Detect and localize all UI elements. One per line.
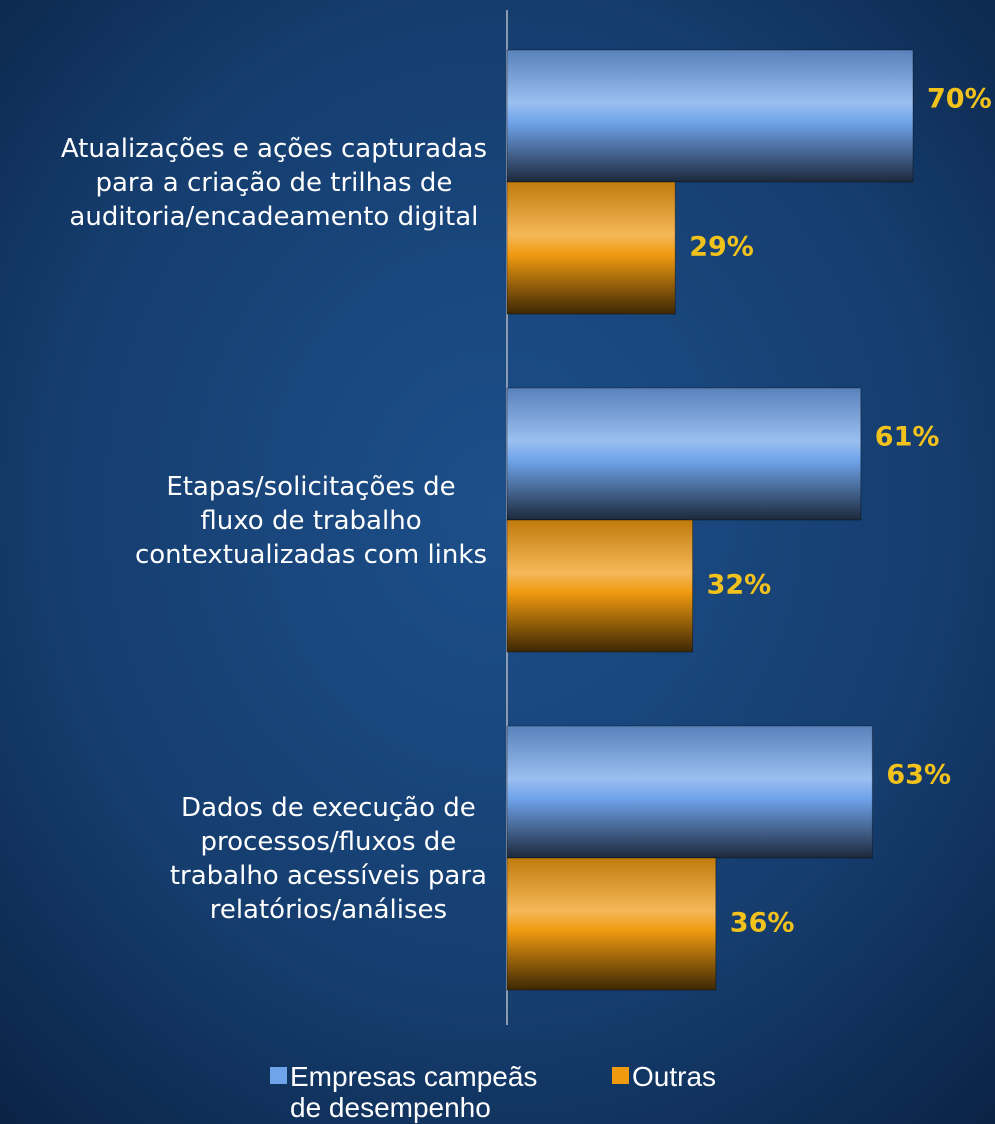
category-label: Etapas/solicitações de fluxo de trabalho c…	[135, 472, 487, 570]
legend-label: Empresas campeãs de desempenho	[290, 1061, 537, 1123]
value-label: 32%	[707, 570, 772, 601]
bar	[506, 387, 862, 521]
category-label: Dados de execução de processos/fluxos de t…	[170, 793, 487, 925]
legend-swatch	[270, 1067, 287, 1084]
legend-swatch	[612, 1067, 629, 1084]
value-label: 70%	[927, 84, 992, 115]
value-label: 61%	[875, 422, 940, 453]
value-label: 63%	[886, 760, 951, 791]
value-label: 36%	[730, 908, 795, 939]
bar	[506, 725, 873, 859]
bar	[506, 857, 717, 991]
legend-label: Outras	[632, 1061, 716, 1092]
value-label: 29%	[689, 232, 754, 263]
bar	[506, 519, 694, 653]
bar	[506, 49, 914, 183]
category-label: Atualizações e ações capturadas para a cr…	[61, 134, 487, 232]
bar	[506, 181, 676, 315]
